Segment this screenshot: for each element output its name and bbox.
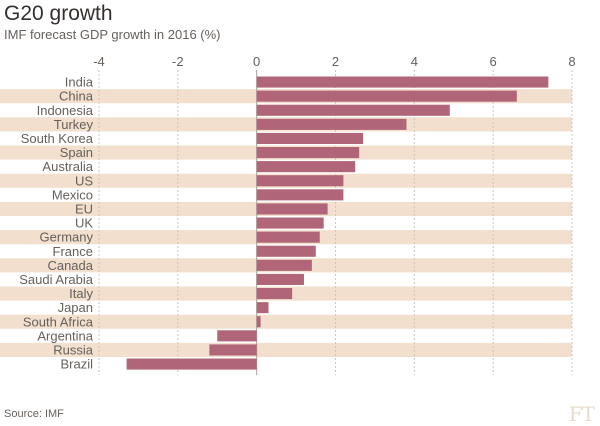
category-label: Spain: [60, 145, 93, 160]
category-label: Indonesia: [37, 103, 94, 118]
source-note: Source: IMF: [4, 408, 64, 420]
bar: [256, 203, 328, 215]
row-band: [0, 342, 572, 357]
x-tick-label: 8: [568, 54, 575, 69]
x-axis-ticks: -4 -2 0 2 4 6 8: [93, 54, 575, 69]
category-label: Germany: [40, 230, 94, 245]
category-label: Mexico: [52, 187, 93, 202]
bars: [126, 76, 549, 370]
category-label: France: [53, 244, 93, 259]
x-tick-label: 0: [253, 54, 260, 69]
x-tick-label: -4: [93, 54, 105, 69]
bar: [256, 231, 320, 243]
row-band: [0, 314, 572, 329]
x-tick-label: -2: [172, 54, 184, 69]
category-label: India: [65, 75, 94, 90]
bar: [256, 245, 316, 257]
category-label: China: [59, 89, 94, 104]
bar: [256, 132, 364, 144]
x-tick-label: 6: [490, 54, 497, 69]
bar: [217, 330, 257, 342]
bar: [256, 273, 304, 285]
ft-logo: FT: [568, 402, 595, 426]
bar: [256, 104, 450, 116]
bar: [256, 217, 324, 229]
bar: [256, 90, 517, 102]
x-tick-label: 2: [332, 54, 339, 69]
category-label: Russia: [53, 343, 94, 358]
category-label: Argentina: [37, 328, 93, 343]
bar: [256, 161, 356, 173]
bar: [256, 302, 269, 314]
category-label: Brazil: [60, 357, 93, 372]
x-tick-label: 4: [411, 54, 418, 69]
bar: [256, 147, 360, 159]
bar: [256, 189, 344, 201]
bar: [126, 358, 257, 370]
category-label: Canada: [47, 258, 93, 273]
category-label: Japan: [58, 300, 93, 315]
category-label: Australia: [42, 159, 93, 174]
chart-title: G20 growth: [4, 2, 113, 25]
category-label: Saudi Arabia: [19, 272, 93, 287]
chart-subtitle: IMF forecast GDP growth in 2016 (%): [4, 27, 221, 42]
category-label: Italy: [69, 286, 93, 301]
category-label: Turkey: [54, 117, 94, 132]
category-label: US: [75, 173, 93, 188]
category-label: EU: [75, 202, 93, 217]
bar: [256, 76, 549, 88]
bar: [209, 344, 257, 356]
category-label: UK: [75, 216, 93, 231]
bar: [256, 118, 407, 130]
category-label: South Africa: [23, 314, 94, 329]
bar: [256, 316, 261, 328]
category-label: South Korea: [21, 131, 94, 146]
bar: [256, 175, 344, 187]
bar: [256, 259, 312, 271]
bar: [256, 288, 293, 300]
